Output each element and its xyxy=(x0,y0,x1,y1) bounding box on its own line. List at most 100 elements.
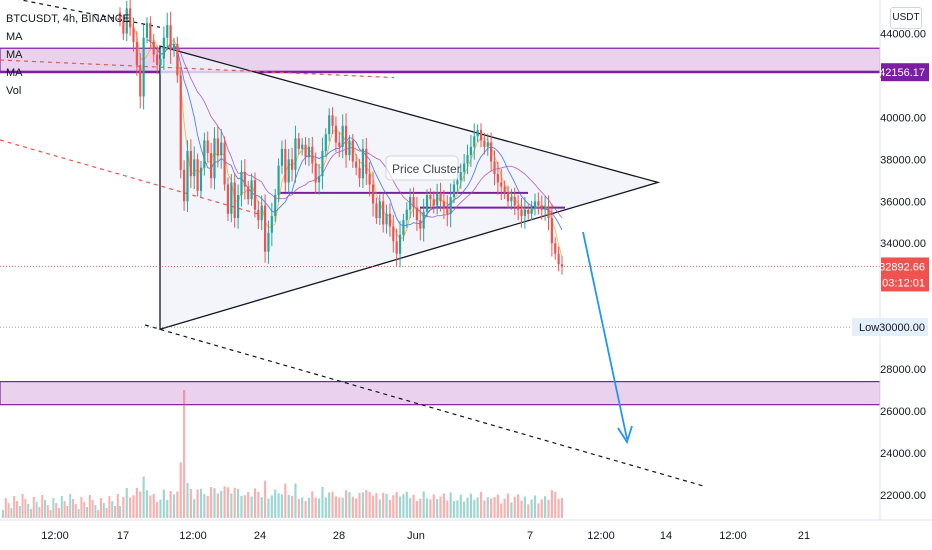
volume-bar xyxy=(216,493,219,518)
candle-body xyxy=(301,144,304,149)
volume-bar xyxy=(280,494,284,518)
candle-body xyxy=(402,220,405,235)
volume-bar xyxy=(230,493,233,518)
volume-bar xyxy=(105,508,108,518)
zone-1 xyxy=(0,381,881,406)
candle-body xyxy=(442,201,446,208)
candle-body xyxy=(365,148,368,175)
volume-bar xyxy=(30,509,32,518)
volume-bar xyxy=(348,492,351,518)
volume-bar xyxy=(550,490,553,518)
candle-body xyxy=(331,115,334,126)
volume-bar xyxy=(32,497,35,518)
volume-bar xyxy=(331,491,334,518)
y-tick-label: 40000.00 xyxy=(880,112,926,124)
volume-bar xyxy=(446,500,449,518)
countdown-tag: 03:12:01 xyxy=(882,277,925,289)
chart-legend: BTCUSDT, 4h, BINANCE MA MA MA Vol xyxy=(6,10,130,100)
volume-bar xyxy=(38,507,41,518)
volume-bar xyxy=(321,487,324,518)
candle-body xyxy=(459,171,462,181)
volume-bar xyxy=(60,496,63,518)
candle-body xyxy=(476,130,479,137)
candle-body xyxy=(230,182,233,214)
candle-body xyxy=(560,264,564,267)
volume-bar xyxy=(226,487,230,518)
volume-bar xyxy=(395,492,398,518)
volume-bar xyxy=(317,498,321,518)
volume-bar xyxy=(560,498,564,518)
volume-bar xyxy=(554,491,557,518)
candle-body xyxy=(496,174,499,183)
candle-body xyxy=(189,150,192,177)
volume-bar xyxy=(290,495,294,518)
candle-body xyxy=(550,218,553,244)
candle-body xyxy=(311,146,314,164)
candle-body xyxy=(328,115,331,135)
candle-body xyxy=(247,186,250,200)
candle-body xyxy=(139,65,142,97)
volume-bar xyxy=(44,500,46,518)
candle-body xyxy=(274,195,277,216)
y-tick-label: 26000.00 xyxy=(880,406,926,418)
x-tick-label: 12:00 xyxy=(587,530,615,542)
volume-bar xyxy=(267,498,270,518)
volume-bar xyxy=(398,496,402,518)
candle-body xyxy=(236,195,240,219)
y-tick-label: 36000.00 xyxy=(880,196,926,208)
volume-bar xyxy=(27,504,30,518)
ma-indicator-2[interactable]: MA xyxy=(6,49,23,61)
volume-bar xyxy=(240,495,243,518)
price-axis: 44000.0042000.0040000.0038000.0036000.00… xyxy=(852,0,932,550)
volume-bar xyxy=(483,500,486,518)
volume-bar xyxy=(425,498,429,518)
volume-bar xyxy=(368,491,371,518)
y-tick-label: 34000.00 xyxy=(880,238,926,250)
candle-body xyxy=(223,142,226,185)
volume-bar xyxy=(297,498,300,518)
volume-bar xyxy=(21,494,24,518)
volume-bar xyxy=(311,491,314,518)
symbol-title[interactable]: BTCUSDT, 4h, BINANCE xyxy=(6,13,131,25)
volume-bar xyxy=(183,390,186,518)
candle-body xyxy=(166,25,169,38)
x-tick-label: 14 xyxy=(660,530,672,542)
volume-bar xyxy=(111,501,114,518)
candle-body xyxy=(375,203,378,219)
candle-body xyxy=(371,184,375,204)
candle-body xyxy=(395,241,398,254)
volume-bar xyxy=(41,495,44,518)
volume-bar xyxy=(503,498,506,518)
candle-body xyxy=(473,136,476,147)
x-tick-label: 24 xyxy=(254,530,266,542)
volume-bars xyxy=(2,390,564,518)
candle-body xyxy=(324,134,327,151)
volume-bar xyxy=(66,506,69,518)
candle-body xyxy=(520,209,523,216)
volume-bar xyxy=(97,510,100,518)
volume-bar xyxy=(544,496,547,518)
candle-body xyxy=(321,150,324,177)
volume-bar xyxy=(159,499,162,518)
ma-indicator-3[interactable]: MA xyxy=(6,67,23,79)
volume-indicator[interactable]: Vol xyxy=(6,85,22,97)
volume-bar xyxy=(10,508,13,518)
candle-body xyxy=(267,232,270,252)
time-axis: 12:00 17 12:00 24 28 Jun 7 12:00 14 12:00 21 xyxy=(0,519,932,550)
volume-bar xyxy=(114,506,116,518)
candle-body xyxy=(436,192,439,206)
ma-indicator-1[interactable]: MA xyxy=(6,31,23,43)
volume-bar xyxy=(371,495,375,518)
volume-bar xyxy=(432,494,435,518)
currency-button[interactable]: USDT xyxy=(890,7,922,29)
volume-bar xyxy=(122,497,125,518)
volume-bar xyxy=(324,497,327,518)
candle-body xyxy=(159,58,162,65)
volume-bar xyxy=(517,494,520,518)
volume-bar xyxy=(253,488,257,518)
candle-body xyxy=(294,138,297,170)
candle-body xyxy=(307,146,311,158)
candle-body xyxy=(449,197,452,214)
candle-body xyxy=(452,184,456,198)
